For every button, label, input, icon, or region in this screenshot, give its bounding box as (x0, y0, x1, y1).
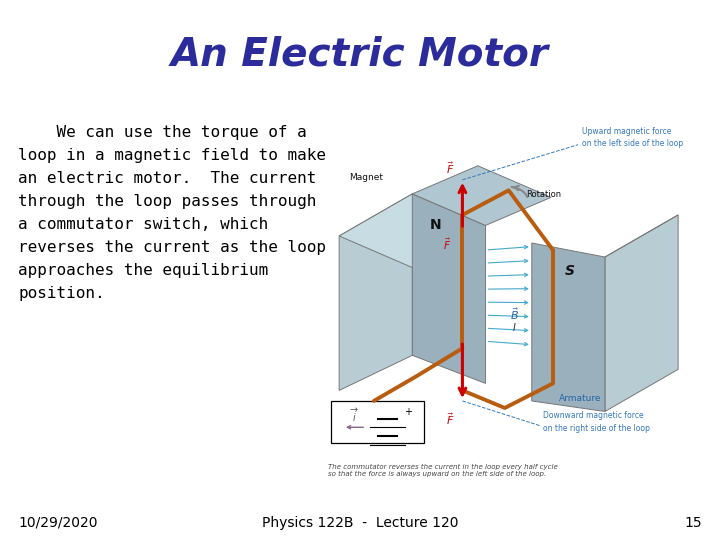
Text: Upward magnetic force: Upward magnetic force (582, 127, 671, 136)
Text: 15: 15 (685, 516, 702, 530)
Text: An Electric Motor: An Electric Motor (171, 35, 549, 73)
Polygon shape (605, 215, 678, 411)
Text: a commutator switch, which: a commutator switch, which (18, 217, 269, 232)
Text: $\vec{F}$: $\vec{F}$ (443, 237, 451, 252)
Text: We can use the torque of a: We can use the torque of a (18, 125, 307, 140)
Text: I: I (513, 323, 516, 333)
Text: The commutator reverses the current in the loop every half cycle
so that the for: The commutator reverses the current in t… (328, 464, 557, 477)
Polygon shape (339, 194, 485, 267)
Text: $\vec{F}$: $\vec{F}$ (446, 160, 455, 176)
Text: an electric motor.  The current: an electric motor. The current (18, 171, 316, 186)
Text: +: + (405, 407, 413, 417)
Text: $\overrightarrow{i}$: $\overrightarrow{i}$ (350, 407, 359, 424)
Text: on the right side of the loop: on the right side of the loop (544, 424, 650, 433)
Polygon shape (413, 166, 551, 226)
Text: $\vec{B}$: $\vec{B}$ (510, 307, 519, 322)
Polygon shape (605, 215, 678, 257)
Text: S: S (565, 264, 575, 278)
Polygon shape (339, 194, 413, 390)
Text: loop in a magnetic field to make: loop in a magnetic field to make (18, 148, 326, 163)
Text: approaches the equilibrium: approaches the equilibrium (18, 263, 269, 278)
Text: $\vec{F}$: $\vec{F}$ (446, 411, 455, 427)
Polygon shape (413, 194, 485, 383)
Text: reverses the current as the loop: reverses the current as the loop (18, 240, 326, 255)
Text: Armature: Armature (559, 394, 601, 403)
Text: Downward magnetic force: Downward magnetic force (544, 411, 644, 421)
Polygon shape (331, 401, 424, 443)
Text: N: N (430, 219, 441, 232)
Text: 10/29/2020: 10/29/2020 (18, 516, 97, 530)
Text: Physics 122B  -  Lecture 120: Physics 122B - Lecture 120 (262, 516, 458, 530)
Text: -: - (407, 438, 410, 449)
Text: Rotation: Rotation (526, 191, 561, 199)
Polygon shape (532, 243, 605, 411)
Text: through the loop passes through: through the loop passes through (18, 194, 316, 209)
Text: Magnet: Magnet (349, 173, 383, 182)
Text: position.: position. (18, 286, 104, 301)
Text: on the left side of the loop: on the left side of the loop (582, 139, 683, 148)
